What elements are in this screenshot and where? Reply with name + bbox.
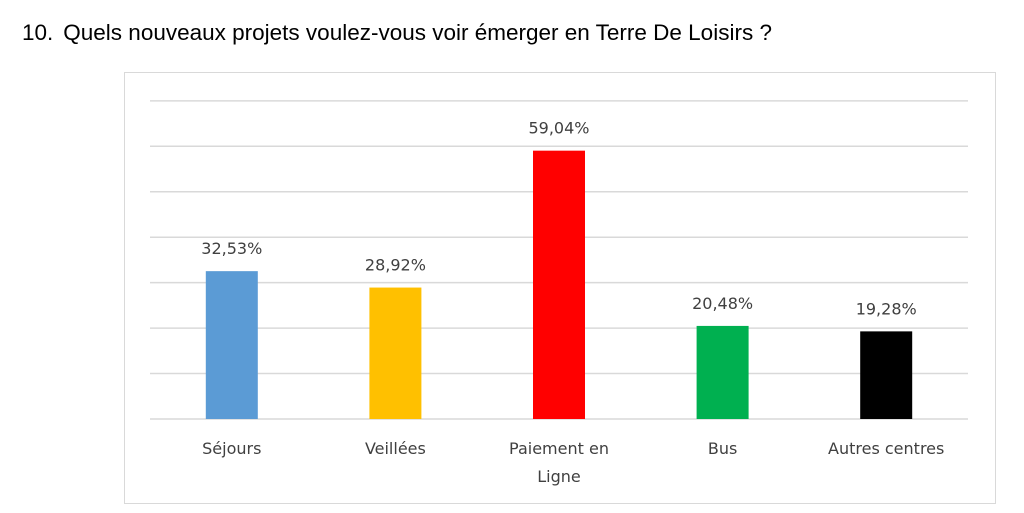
question-text: Quels nouveaux projets voulez-vous voir …	[63, 20, 772, 45]
data-labels: 32,53% 28,92% 59,04% 20,48% 19,28%	[201, 119, 916, 319]
data-label: 32,53%	[201, 239, 262, 258]
bar	[696, 325, 749, 419]
category-label: Ligne	[537, 467, 581, 486]
category-label: Veillées	[365, 439, 426, 458]
question-number: 10.	[22, 20, 54, 45]
bar	[860, 331, 913, 419]
category-label: Bus	[708, 439, 737, 458]
data-label: 20,48%	[692, 294, 753, 313]
category-label: Paiement en	[509, 439, 609, 458]
category-label: Autres centres	[828, 439, 944, 458]
data-label: 28,92%	[365, 256, 426, 275]
category-label: Séjours	[202, 439, 261, 458]
question-title: 10. Quels nouveaux projets voulez-vous vo…	[22, 20, 772, 46]
bar	[205, 271, 258, 419]
data-label: 59,04%	[528, 119, 589, 138]
category-labels: Séjours Veillées Paiement en Ligne Bus Autres…	[202, 439, 944, 486]
bar	[533, 150, 585, 419]
bar	[369, 287, 422, 419]
data-label: 19,28%	[856, 299, 917, 318]
bars	[205, 150, 913, 419]
